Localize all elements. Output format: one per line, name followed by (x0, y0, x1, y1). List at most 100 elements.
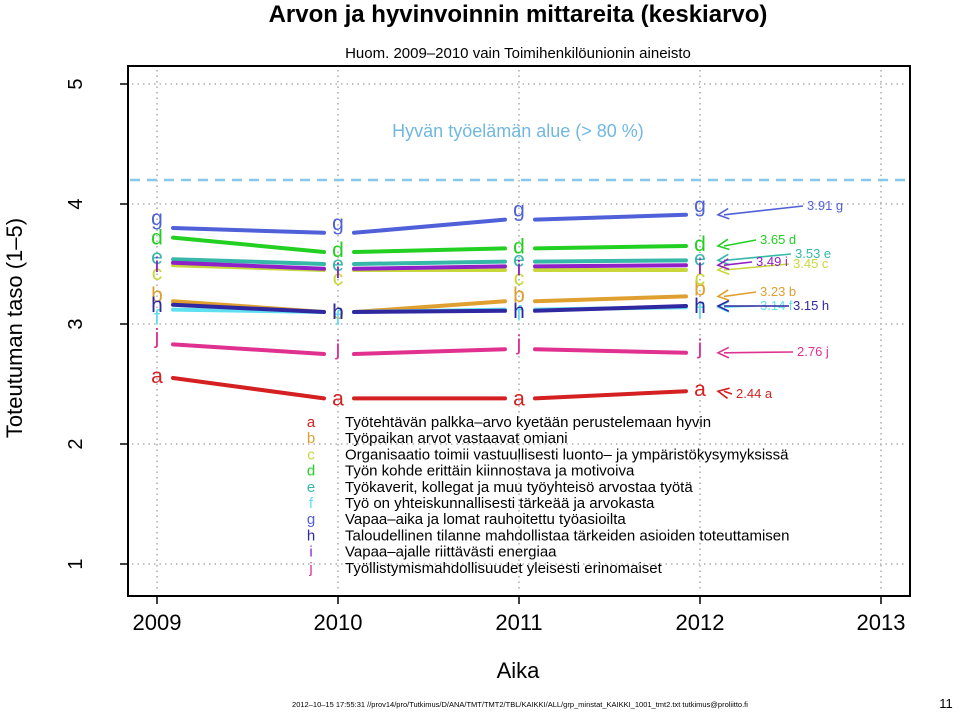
legend-text-f: Työ on yhteiskunnallisesti tärkeää ja ar… (345, 495, 655, 512)
end-arrow-head-c (716, 263, 730, 276)
series-line-e (352, 259, 507, 266)
series-point-letter-j: j (516, 332, 522, 355)
series-line-i (171, 260, 326, 271)
legend-letter-j: j (308, 560, 312, 577)
end-arrow-i (723, 261, 753, 266)
x-tick-label: 2009 (133, 610, 182, 635)
series-point-letter-h: h (694, 295, 706, 318)
legend-letter-e: e (307, 479, 315, 496)
reference-area: Hyvän työelämän alue (> 80 %) (130, 121, 908, 182)
series-point-letter-c: c (333, 267, 344, 290)
legend: a Työtehtävän palkka–arvo kyetään peruste… (307, 414, 790, 577)
end-arrow-e (723, 253, 792, 262)
legend-letter-b: b (307, 430, 315, 447)
legend-text-b: Työpaikan arvot vastaavat omiani (345, 430, 568, 447)
end-value-label-i: 3.49 i (756, 254, 788, 269)
y-tick-label: 3 (65, 318, 87, 329)
series-point-letter-h: h (332, 301, 344, 324)
series-point-letter-f: f (154, 307, 160, 330)
series-point-letter-i: i (698, 256, 703, 279)
legend-letter-c: c (307, 446, 315, 463)
legend-text-g: Vapaa–aika ja lomat rauhoitettu työasioi… (345, 511, 626, 528)
series-point-letter-h: h (513, 300, 525, 323)
y-tick-label: 4 (65, 198, 87, 209)
series-point-letter-b: b (151, 284, 163, 307)
end-arrow-b (723, 291, 757, 298)
series-line-j (171, 342, 326, 356)
end-value-label-j: 2.76 j (797, 344, 829, 359)
series-point-letter-j: j (154, 325, 160, 348)
series-line-a (533, 389, 688, 401)
end-arrow-head-e (716, 253, 730, 266)
end-arrow-head-h (716, 300, 730, 312)
series-point-letter-e: e (151, 246, 163, 269)
chart-subtitle: Huom. 2009–2010 vain Toimihenkilöunionin… (345, 45, 691, 62)
end-arrow-head-g (716, 207, 730, 220)
series-line-i (352, 264, 507, 271)
series-point-letter-d: d (513, 235, 525, 258)
series-point-letter-a: a (332, 387, 344, 410)
legend-letter-a: a (307, 414, 316, 431)
series-line-d (533, 244, 688, 251)
series-point-letter-d: d (151, 227, 163, 250)
series-line-e (533, 258, 688, 264)
series-line-j (533, 347, 688, 355)
end-arrow-head-f (716, 300, 730, 313)
legend-letter-g: g (307, 511, 315, 528)
legend-letter-h: h (307, 527, 315, 544)
series-line-g (533, 212, 688, 222)
series-point-letter-f: f (697, 300, 703, 323)
end-value-label-a: 2.44 a (736, 386, 773, 401)
series-point-letter-g: g (151, 207, 163, 230)
axes: 2009 2010 2011 2012 2013 1 2 3 4 5 (65, 78, 905, 635)
reference-line-label: Hyvän työelämän alue (> 80 %) (392, 121, 644, 141)
series-line-h (352, 308, 507, 314)
y-axis-label: Toteutuman taso (1–5) (2, 218, 27, 438)
series-line-j (352, 347, 507, 356)
legend-text-h: Taloudellinen tilanne mahdollistaa tärke… (345, 527, 789, 544)
legend-text-a: Työtehtävän palkka–arvo kyetään perustel… (345, 414, 711, 431)
series-line-e (171, 257, 326, 266)
series-line-h (533, 304, 688, 313)
end-value-label-b: 3.23 b (760, 284, 796, 299)
series-point-letter-e: e (332, 253, 344, 276)
end-arrow-head-d (716, 238, 730, 251)
x-tick-label: 2013 (857, 610, 906, 635)
end-arrow-head-j (716, 346, 730, 359)
end-value-label-e: 3.53 e (795, 246, 831, 261)
end-arrow-d (723, 239, 757, 247)
series-point-letter-d: d (694, 233, 706, 256)
y-tick-label: 5 (65, 78, 87, 89)
series-point-letter-a: a (513, 387, 525, 410)
end-value-label-h: 3.15 h (793, 298, 829, 313)
series-point-letter-b: b (332, 301, 344, 324)
x-tick-label: 2012 (676, 610, 725, 635)
series-line-b (533, 294, 688, 304)
end-value-label-c: 3.45 c (793, 256, 829, 271)
legend-letter-d: d (307, 463, 315, 480)
series-point-letter-f: f (516, 303, 522, 326)
end-arrow-head-b (716, 289, 730, 302)
end-arrow-head-i (716, 258, 730, 271)
series-line-i (533, 263, 688, 269)
end-value-label-g: 3.91 g (807, 198, 843, 213)
legend-letter-f: f (309, 495, 314, 512)
legend-text-c: Organisaatio toimii vastuullisesti luont… (345, 446, 789, 463)
page-number: 11 (939, 696, 953, 711)
x-tick-label: 2011 (495, 610, 542, 635)
series-point-letter-i: i (336, 260, 341, 283)
x-tick-label: 2010 (314, 610, 363, 635)
series-point-letter-e: e (694, 247, 706, 270)
series-point-letter-a: a (151, 365, 163, 388)
footer-source: 2012–10–15 17:55:31 //prov14/pro/Tutkimu… (292, 700, 748, 709)
x-axis-label: Aika (497, 658, 541, 683)
series-line-g (352, 217, 507, 235)
end-arrow-head-a (716, 387, 730, 400)
series-line-d (352, 246, 507, 254)
series-point-letter-j: j (697, 336, 703, 359)
series-point-letter-f: f (335, 307, 341, 330)
series-point-letter-b: b (513, 284, 525, 307)
series-point-letter-i: i (517, 257, 522, 280)
grid (132, 70, 906, 592)
